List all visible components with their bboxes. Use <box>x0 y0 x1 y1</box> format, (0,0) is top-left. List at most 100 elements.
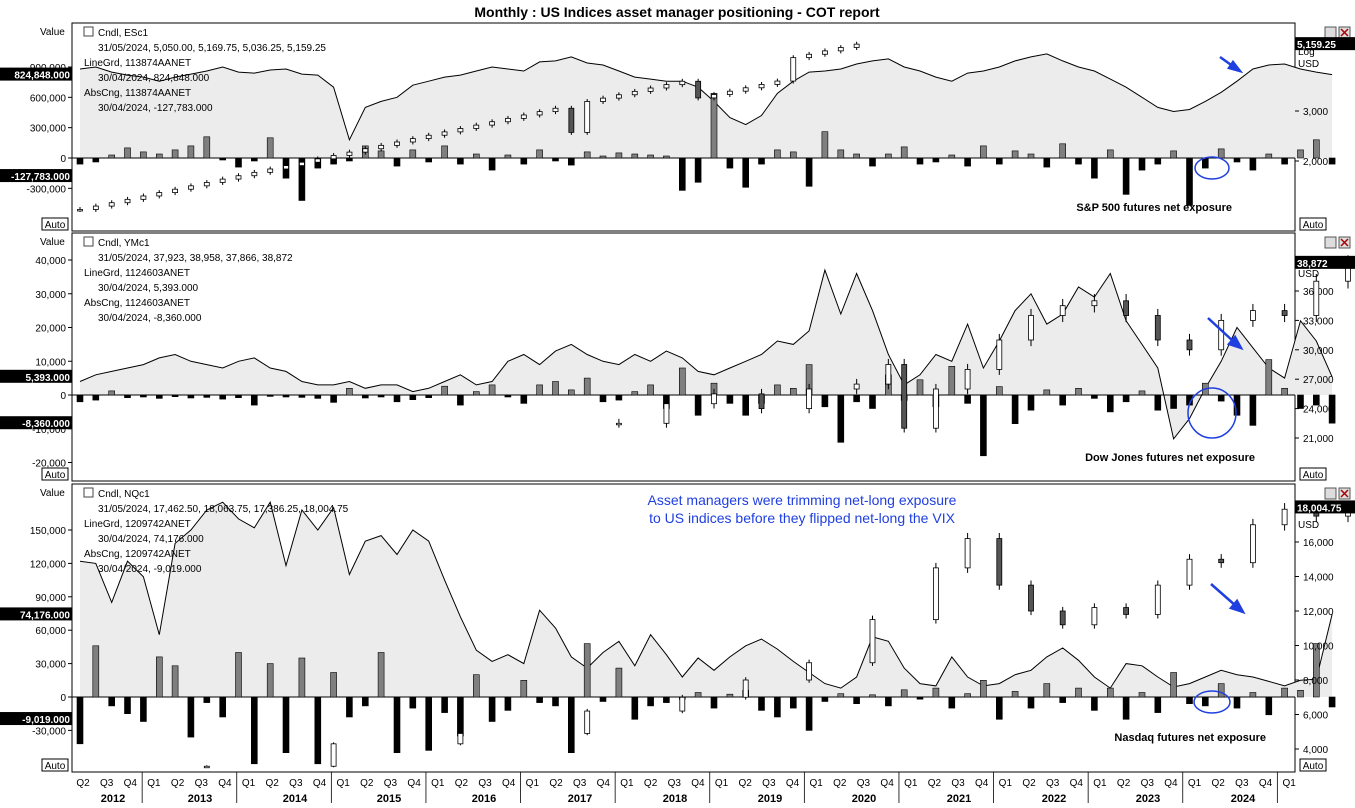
candle-body <box>251 171 258 177</box>
candle-body <box>1154 315 1161 341</box>
change-bar <box>663 155 670 159</box>
change-bar <box>1122 394 1130 403</box>
change-bar <box>694 692 702 698</box>
candle-body <box>853 43 860 48</box>
price-badge <box>1295 255 1355 269</box>
auto-button-right[interactable] <box>1299 217 1327 231</box>
auto-button-right[interactable] <box>1299 467 1327 481</box>
maximize-icon[interactable] <box>1324 487 1337 500</box>
candle-body <box>489 121 496 126</box>
highlight-ellipses <box>1187 156 1237 714</box>
legend-line: 31/05/2024, 5,050.00, 5,169.75, 5,036.25… <box>98 43 326 54</box>
chart-title: Monthly : US Indices asset manager posit… <box>474 4 880 20</box>
change-bar <box>1328 157 1336 165</box>
change-bar <box>441 696 448 713</box>
change-bar <box>425 157 433 163</box>
candle-body <box>378 144 385 150</box>
change-bar <box>995 157 1003 165</box>
change-bar <box>520 394 528 404</box>
change-bar <box>1297 689 1304 698</box>
left-axis-title: Value <box>40 27 65 38</box>
maximize-icon[interactable] <box>1324 26 1337 39</box>
change-bar <box>1091 157 1098 179</box>
change-bar <box>1265 696 1273 716</box>
panel-label: Dow Jones futures net exposure <box>1085 452 1255 464</box>
change-bar <box>615 394 623 401</box>
change-bar <box>1075 157 1082 165</box>
change-bar <box>140 394 147 398</box>
change-bar <box>1281 387 1288 396</box>
change-bar <box>1059 143 1066 159</box>
change-bar <box>789 696 797 709</box>
x-tick-label: Q4 <box>975 778 989 789</box>
change-bar <box>203 136 211 159</box>
change-bar <box>1313 394 1320 406</box>
candle-body <box>188 185 194 190</box>
change-bar <box>1202 696 1209 707</box>
candle-body <box>933 567 939 621</box>
panel-label: S&P 500 futures net exposure <box>1076 202 1232 214</box>
change-badge <box>0 712 72 726</box>
auto-button-left[interactable] <box>41 758 69 772</box>
candle-body <box>996 538 1003 586</box>
change-bar <box>425 394 433 399</box>
change-bar <box>1281 687 1288 698</box>
change-bar <box>1233 157 1241 163</box>
change-bar <box>124 394 131 399</box>
candle-body <box>806 388 812 410</box>
right-tick-label: 8,000 <box>1303 676 1328 687</box>
legend-line: 31/05/2024, 17,462.50, 18,063.75, 17,386… <box>98 504 349 515</box>
change-bar <box>900 146 908 159</box>
candle-body <box>600 97 606 102</box>
candle-body <box>1218 319 1225 351</box>
change-bar <box>235 394 242 399</box>
change-bar <box>964 157 971 167</box>
legend-line: LineGrd, 1209742ANET <box>84 519 191 530</box>
change-bar <box>156 656 163 698</box>
change-bar <box>805 157 813 187</box>
auto-button-label: Auto <box>1303 470 1324 481</box>
candle-body <box>806 53 812 59</box>
right-tick-label: 6,000 <box>1303 711 1328 722</box>
change-bar <box>774 384 781 396</box>
x-tick-label: Q2 <box>928 778 942 789</box>
change-bar <box>980 679 987 698</box>
legend-icon <box>83 26 94 37</box>
right-tick-label: 21,000 <box>1303 434 1334 445</box>
auto-button-left[interactable] <box>41 467 69 481</box>
x-tick-label: Q3 <box>857 778 871 789</box>
x-tick-label: Q1 <box>1093 778 1107 789</box>
change-bar <box>1059 394 1066 406</box>
change-bar <box>1154 696 1162 713</box>
candle-body <box>742 87 749 92</box>
maximize-icon[interactable] <box>1324 236 1337 249</box>
change-bar <box>615 667 623 698</box>
candle-body <box>1123 607 1129 615</box>
candle-body <box>298 161 305 167</box>
x-tick-label: Q1 <box>526 778 540 789</box>
x-tick-label: Q3 <box>195 778 209 789</box>
candle-body <box>77 209 83 212</box>
auto-button-right[interactable] <box>1299 758 1327 772</box>
left-tick-label: 120,000 <box>30 559 67 570</box>
price-badge <box>1295 500 1355 514</box>
change-bar <box>156 153 163 159</box>
ellipse-nasdaq <box>1193 690 1231 714</box>
change-bar <box>774 696 781 718</box>
change-badge-label: -9,019.000 <box>22 715 70 726</box>
x-tick-label: Q3 <box>1141 778 1155 789</box>
trend-arrows <box>1207 55 1246 615</box>
change-bar <box>932 157 940 163</box>
candle-body <box>964 368 971 390</box>
panel-sp500: 3,0002,000900,000600,000300,0000-300,000… <box>0 26 1355 231</box>
change-bar <box>869 157 876 167</box>
right-axis-unit: USD <box>1298 269 1319 280</box>
change-bar <box>251 696 258 765</box>
x-tick-label: Q3 <box>951 778 965 789</box>
left-tick-label: 10,000 <box>35 357 66 368</box>
right-tick-label: 16,000 <box>1303 538 1334 549</box>
close-x-icon <box>1340 489 1349 498</box>
change-bar <box>869 694 876 698</box>
auto-button-left[interactable] <box>41 217 69 231</box>
change-bar <box>1217 148 1225 159</box>
